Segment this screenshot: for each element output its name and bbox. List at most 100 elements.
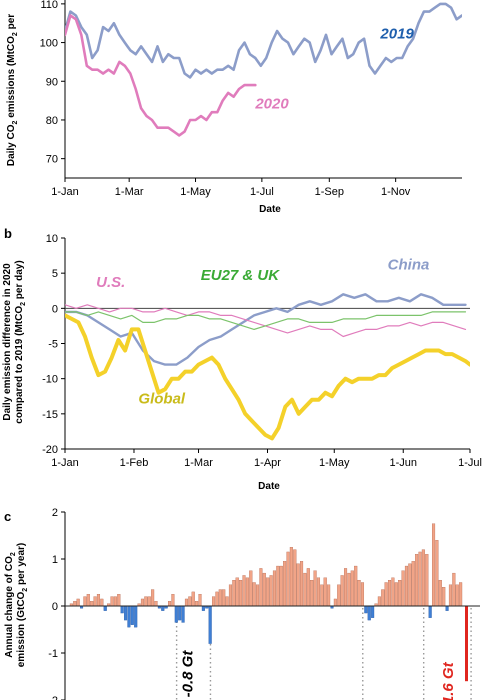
panel-c-bar [215,591,219,607]
panel-b-x-tick-label: 1-Jan [51,457,79,469]
panel-c-bar [306,568,310,607]
panel-c-bar [239,580,243,607]
panel-c-bar [387,580,392,607]
panel-c-annual-change-chart: c 2 1 0 -1 -2 -0.8 Gt -1.6 Gt Annual change of… [4,507,480,700]
panel-c-bar [188,596,192,607]
panel-b-x-tick-label: 1-May [319,457,350,469]
panel-c-bar [191,591,195,607]
panel-c-bar [120,605,124,614]
panel-c-bar [445,605,449,611]
panel-c-bar [117,594,121,607]
panel-b-x-tick-label: 1-Apr [254,457,281,469]
panel-c-bar [431,523,436,607]
panel-c-bar [178,605,182,621]
panel-c-annotation: -1.6 Gt [440,661,457,700]
panel-c-bar [195,601,199,607]
panel-a-daily-emissions-chart: 110 100 90 80 70 1-Jan 1-Mar 1-May 1-Jul 1-Sep 1-N… [6,0,462,215]
panel-c-bar [130,605,134,625]
panel-a-y-tick-label: 70 [46,154,58,166]
panel-c-bar [310,580,314,607]
panel-b-y-axis-label-line1: Daily emission difference in 2020 [2,263,13,421]
panel-b-series-u-s- [65,304,467,338]
panel-c-bar [465,606,468,682]
panel-a-x-tick-label: 1-Sep [315,186,344,198]
panel-a-plot-area: 110 100 90 80 70 1-Jan 1-Mar 1-May 1-Jul 1-Sep 1-N… [40,0,462,198]
panel-c-bar [293,549,297,607]
panel-c-bar [266,577,270,607]
panel-c-bar [408,563,412,607]
panel-c-bar [299,561,304,607]
panel-c-bar [452,572,456,607]
panel-c-bar [90,601,94,607]
panel-a-x-tick-label: 1-Jul [250,186,274,198]
panel-b-y-tick-label: -15 [42,409,58,421]
panel-a-series-2020 [65,14,257,137]
panel-c-bar [313,570,317,607]
panel-c-bar [134,605,138,628]
panel-a-y-tick-label: 110 [40,0,58,11]
panel-c-bar [232,580,236,607]
panel-c-y-tick-label: -1 [48,648,58,660]
panel-c-y-tick-label: 1 [52,554,58,566]
panel-c-bar [347,572,351,607]
panel-c-bar [83,596,87,607]
panel-c-bar [110,596,114,607]
panel-c-bar [86,594,90,607]
panel-c-bar [442,587,446,607]
panel-b-x-tick-label: 1-Mar [184,457,213,469]
panel-c-bar [343,568,348,607]
panel-c-bar [357,580,361,607]
panel-b-y-tick-label: 5 [52,268,58,280]
panel-c-bar [245,577,249,607]
panel-c-bar [249,570,253,607]
panel-c-bar [289,547,293,607]
panel-c-bar [242,575,246,607]
panel-c-bar [181,605,185,623]
panel-c-letter: c [4,509,11,524]
panel-b-series-global [65,313,470,441]
panel-c-bar [371,605,375,618]
panel-b-series-china [65,293,467,366]
panel-c-bar [455,584,459,607]
panel-c-bar [252,582,256,607]
panel-c-bar [127,605,131,628]
panel-c-bar [255,584,260,607]
panel-c-bar [235,577,239,607]
panel-c-bar [184,598,189,607]
panel-b-emission-difference-chart: b 10 5 0 -5 -10 -15 -201-Jan 1-Feb 1-Mar 1-Apr 1-M… [2,226,482,492]
panel-c-bar [276,565,280,607]
panel-c-bar [76,598,80,607]
panel-c-bar [113,596,117,607]
panel-c-bar [435,540,439,607]
panel-c-bar [228,584,233,607]
panel-c-bar [377,596,381,607]
panel-c-bar [391,577,395,607]
panel-a-x-tick-label: 1-May [180,186,211,198]
panel-b-x-axis-label: Date [258,481,280,492]
panel-a-series-label: 2019 [379,26,414,43]
panel-c-bar [96,594,101,607]
panel-c-bar [154,601,158,607]
panel-c-bar [269,575,273,607]
panel-a-x-tick-label: 1-Nov [381,186,411,198]
panel-c-bar [360,582,365,607]
panel-b-series-label: China [388,257,430,274]
panel-c-bar [174,605,178,623]
panel-b-x-tick-label: 1-Jul [458,457,482,469]
panel-c-bar [323,577,327,607]
panel-c-bar [394,582,398,607]
panel-c-bar [211,596,216,607]
panel-c-bar [354,565,358,607]
panel-c-bar [93,596,97,607]
panel-b-y-tick-label: 0 [52,303,58,315]
panel-c-bar [103,605,107,611]
panel-c-bar [438,580,442,607]
panel-c-bar [222,589,226,607]
panel-c-bar [367,605,371,621]
panel-c-bar [364,605,368,614]
panel-c-bar [124,605,128,621]
panel-a-y-tick-label: 100 [40,38,58,50]
panel-c-bar [421,549,425,607]
panel-c-bar [140,598,145,607]
panel-a-series-label: 2020 [254,95,289,112]
